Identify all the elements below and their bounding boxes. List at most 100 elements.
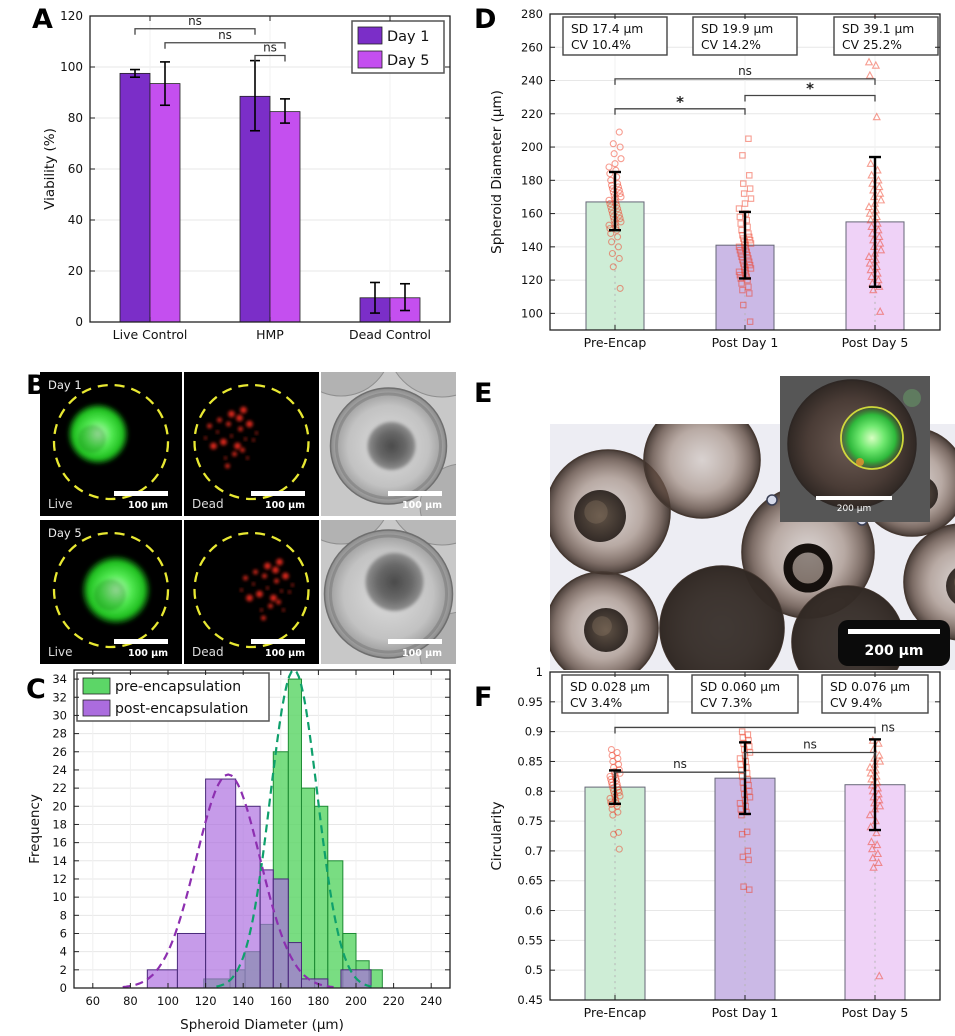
fit-curve (122, 773, 334, 989)
svg-text:100 µm: 100 µm (402, 648, 442, 659)
significance-bracket: * (744, 79, 876, 102)
panel-e-capsule-microscopy: 200 µm 200 µm (550, 376, 955, 670)
svg-text:100 µm: 100 µm (402, 500, 442, 511)
svg-text:0.6: 0.6 (525, 904, 543, 918)
svg-text:Day 1: Day 1 (48, 378, 82, 392)
svg-text:0.45: 0.45 (517, 993, 543, 1007)
svg-text:32: 32 (52, 690, 67, 704)
panel-e-label: E (474, 378, 493, 409)
svg-text:Live: Live (48, 497, 73, 511)
svg-text:Post Day 5: Post Day 5 (842, 1005, 909, 1020)
svg-text:HMP: HMP (256, 327, 284, 342)
svg-text:SD 39.1 µm: SD 39.1 µm (842, 22, 914, 36)
svg-text:200: 200 (521, 140, 543, 154)
svg-text:4: 4 (60, 945, 67, 959)
svg-text:100 µm: 100 µm (265, 500, 305, 511)
svg-text:200 µm: 200 µm (837, 504, 872, 514)
svg-text:18: 18 (52, 817, 67, 831)
svg-text:140: 140 (232, 994, 254, 1008)
svg-text:160: 160 (521, 207, 543, 221)
error-bars (609, 155, 881, 288)
panel-d-label: D (474, 4, 497, 35)
svg-text:SD 0.028 µm: SD 0.028 µm (570, 680, 650, 694)
svg-text:10: 10 (52, 890, 67, 904)
svg-text:0.95: 0.95 (517, 695, 543, 709)
panel-f-circularity-bar-chart: SD 0.028 µm CV 3.4% SD 0.060 µm CV 7.3% SD 0… (489, 665, 941, 1020)
svg-text:280: 280 (521, 7, 543, 21)
svg-text:0.9: 0.9 (525, 725, 543, 739)
micrograph-tile: Dead 100 µm (184, 372, 319, 516)
svg-text:Day 5: Day 5 (48, 526, 82, 540)
significance-bracket: ns (744, 738, 876, 759)
svg-text:CV 14.2%: CV 14.2% (701, 38, 761, 52)
micrograph-tile: Dead 100 µm (184, 520, 319, 664)
bars (119, 59, 421, 323)
svg-text:80: 80 (123, 994, 138, 1008)
svg-text:CV 9.4%: CV 9.4% (830, 696, 882, 710)
panel-c-diameter-histogram: pre-encapsulationpost-encapsulation02468… (27, 668, 451, 1033)
axes-frame: 0.45 0.5 0.55 0.6 0.65 0.7 0.75 0.8 0.85 0.9 0.95 1… (489, 665, 941, 1020)
svg-text:80: 80 (68, 111, 83, 125)
svg-text:30: 30 (52, 708, 67, 722)
svg-text:0: 0 (60, 981, 67, 995)
svg-text:CV 7.3%: CV 7.3% (700, 696, 752, 710)
fluorescence-inset: 200 µm (780, 376, 930, 522)
fit-curve (216, 668, 372, 988)
svg-text:120: 120 (521, 273, 543, 287)
svg-text:SD 0.076 µm: SD 0.076 µm (830, 680, 910, 694)
micrograph-tile: Live Day 1 100 µm (40, 372, 182, 516)
svg-text:200: 200 (345, 994, 367, 1008)
svg-text:ns: ns (738, 64, 752, 78)
svg-text:12: 12 (52, 872, 67, 886)
svg-text:0.65: 0.65 (517, 874, 543, 888)
svg-text:220: 220 (383, 994, 405, 1008)
panel-a-viability-bar-chart: ns ns ns Day 1 Day 5 0 20 40 60 80 100 120 Live Cont… (42, 9, 451, 342)
panel-d-diameter-bar-chart: SD 17.4 µm CV 10.4% SD 19.9 µm CV 14.2% SD 3… (489, 7, 941, 350)
svg-text:28: 28 (52, 727, 67, 741)
svg-text:CV 3.4%: CV 3.4% (570, 696, 622, 710)
svg-text:ns: ns (263, 41, 277, 55)
svg-text:ns: ns (881, 720, 895, 734)
svg-text:0: 0 (75, 315, 83, 329)
svg-text:240: 240 (521, 74, 543, 88)
svg-text:180: 180 (521, 173, 543, 187)
significance-bracket: * (614, 93, 746, 115)
significance-bracket: ns (134, 14, 256, 35)
svg-text:1: 1 (536, 665, 543, 679)
stat-boxes: SD 17.4 µm CV 10.4% SD 19.9 µm CV 14.2% SD 3… (562, 16, 939, 56)
stat-boxes: SD 0.028 µm CV 3.4% SD 0.060 µm CV 7.3% SD 0… (561, 674, 929, 714)
panel-f-label: F (474, 682, 493, 713)
histogram-bars (146, 678, 383, 989)
svg-text:Spheroid Diameter (µm): Spheroid Diameter (µm) (489, 90, 505, 254)
significance-bracket: ns (614, 64, 876, 85)
svg-text:26: 26 (52, 745, 67, 759)
svg-text:*: * (806, 79, 814, 97)
svg-text:100: 100 (157, 994, 179, 1008)
svg-text:ns: ns (803, 738, 817, 752)
axes-frame: 100 120 140 160 180 200 220 240 260 280 Pre-Encap P… (489, 7, 941, 350)
svg-text:24: 24 (52, 763, 67, 777)
svg-text:Spheroid Diameter (µm): Spheroid Diameter (µm) (180, 1017, 344, 1033)
svg-text:100: 100 (60, 60, 83, 74)
svg-text:CV 10.4%: CV 10.4% (571, 38, 631, 52)
svg-text:0.75: 0.75 (517, 814, 543, 828)
svg-text:6: 6 (60, 926, 67, 940)
significance-bracket: ns (614, 720, 895, 734)
legend: pre-encapsulation post-encapsulation (76, 672, 270, 722)
svg-text:180: 180 (307, 994, 329, 1008)
significance-bracket: ns (614, 757, 746, 779)
capsule-photo: 200 µm (550, 424, 955, 670)
svg-text:60: 60 (85, 994, 100, 1008)
panel-a-label: A (32, 4, 53, 35)
svg-text:14: 14 (52, 854, 67, 868)
svg-text:16: 16 (52, 836, 67, 850)
svg-text:160: 160 (270, 994, 292, 1008)
svg-text:Post Day 1: Post Day 1 (712, 1005, 779, 1020)
svg-text:0.7: 0.7 (525, 844, 543, 858)
micrograph-tile: 100 µm (321, 372, 456, 516)
svg-text:Dead: Dead (192, 645, 224, 659)
svg-text:0.85: 0.85 (517, 754, 543, 768)
svg-text:2: 2 (60, 963, 67, 977)
